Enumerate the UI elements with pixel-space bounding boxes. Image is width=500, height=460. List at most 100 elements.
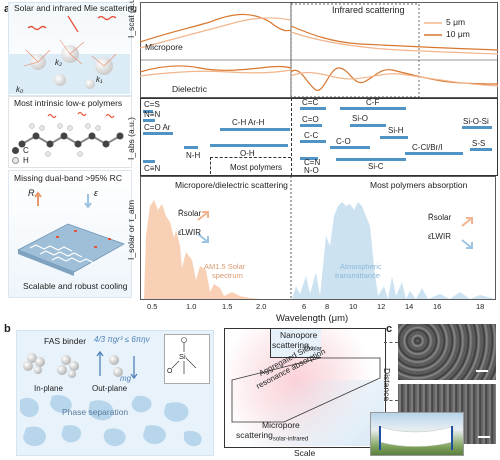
nanopore-box [270, 329, 321, 358]
mie-scattering-title: Solar and infrared Mie scattering [14, 3, 137, 13]
bond-label-cf: C-F [366, 98, 380, 107]
mie-scattering-illustration [8, 15, 130, 94]
spectrum-right-title: Most polymers absorption [370, 180, 468, 190]
bond-band-cf [340, 107, 406, 110]
x-tick: 16 [433, 302, 442, 311]
polymer-title: Most intrinsic low-ε polymers [14, 98, 123, 108]
bond-label-co-ar: C=O Ar [144, 123, 171, 132]
bond-band-cn [143, 160, 155, 163]
x-axis-label: Wavelength (μm) [276, 313, 349, 324]
atm-label-1: Atmospheric [340, 262, 382, 271]
spectrum-plot [140, 176, 496, 300]
scat-ylabel: I_scat (a.u.) [126, 0, 136, 38]
aggregated-wedge [231, 357, 381, 423]
photo-coating-drawing [377, 425, 455, 450]
bond-band-cs [143, 110, 153, 113]
bond-band-cc-double [300, 107, 326, 110]
bond-band-ss [470, 148, 492, 151]
bond-band-ch [220, 128, 290, 131]
legend-5um: 5 μm [446, 17, 466, 27]
x-tick: 2.0 [256, 302, 267, 311]
bond-label-oh: O-H [240, 149, 255, 158]
fas-binder-label: FAS binder [44, 336, 87, 346]
bond-label-ch: C-H Ar-H [232, 118, 265, 127]
carbon-legend-label: C [23, 146, 29, 155]
bond-band-co-double [300, 124, 322, 127]
bond-label-no: N-O [304, 166, 319, 175]
nanopore-label: Nanopore [280, 330, 318, 340]
scale-bar-top [476, 370, 488, 372]
bond-band-ccl [405, 152, 463, 155]
bond-label-cn-double: C=N [304, 158, 321, 167]
scatter-plot [140, 2, 498, 98]
bond-plot-divider [291, 98, 292, 176]
hydrogen-legend-label: H [23, 156, 29, 165]
r-solar-right: R̄solar [428, 213, 452, 222]
most-polymers-label: Most polymers [230, 163, 283, 172]
o-atom-label: O [167, 368, 173, 375]
bond-label-co-double: C=O [302, 115, 319, 124]
scale-bar-bottom [478, 436, 490, 438]
x-tick: 0.5 [147, 302, 158, 311]
scale-xlabel: Scale [294, 448, 316, 458]
carbon-legend-dot [12, 147, 19, 154]
bond-label-sih: Si-H [388, 126, 404, 135]
bond-label-ss: S-S [472, 139, 486, 148]
bond-label-nh: N-H [186, 151, 201, 160]
connector-top [384, 342, 398, 343]
bond-label-sio: Si-O [352, 114, 368, 123]
bond-band-co [330, 146, 370, 149]
bond-band-cn-double [300, 157, 318, 160]
solar-ylabel: I_solar or τ_atm [126, 199, 136, 260]
nanopore-scattering-label: scatteringsolar [272, 340, 322, 353]
legend-10um: 10 μm [446, 29, 470, 39]
bond-band-sih [380, 136, 408, 139]
bond-label-ccl: C-Cl/Br/I [412, 143, 443, 152]
panel-letter-b: b [4, 323, 11, 335]
panel-letter-c: c [386, 323, 393, 335]
sio4-molecule [171, 337, 197, 374]
k2-label: k₂ [55, 58, 63, 67]
particle-illustration [23, 350, 138, 380]
stokes-formula: 4/3 πgr³ ≤ 6πηv [94, 335, 150, 344]
distance-ylabel: Distance [382, 368, 392, 402]
atm-label-2: transmittance [335, 271, 381, 280]
cooling-device-illustration [17, 191, 125, 276]
polymer-chain-illustration [18, 111, 124, 157]
x-tick: 18 [476, 302, 485, 311]
x-tick: 8 [325, 302, 330, 311]
x-tick: 12 [377, 302, 386, 311]
bond-band-nh [184, 146, 198, 149]
bond-label-nn: N≡N [144, 110, 161, 119]
micropore-label: Micropore [145, 42, 183, 52]
bond-band-cc [300, 140, 326, 143]
eps-label: ε [94, 188, 98, 198]
bond-band-sio [350, 124, 386, 127]
micropore-b-label: Micropore [262, 420, 300, 430]
cooling-caption: Scalable and robust cooling [23, 281, 128, 291]
phase-separation-label: Phase separation [62, 407, 129, 417]
mg-label: mg [120, 374, 132, 383]
x-tick: 1.5 [222, 302, 233, 311]
most-polymers-bracket [210, 157, 291, 174]
bond-band-nn [143, 119, 155, 122]
phase-separation-pattern [20, 395, 202, 447]
x-tick: 1.0 [186, 302, 197, 311]
eps-lwir-left: ε̄LWIR [178, 228, 201, 237]
micropore-scattering-label: scatteringsolar-infrared [236, 430, 309, 443]
spectrum-left-title: Micropore/dielectric scattering [175, 180, 288, 190]
bond-plot-frame [140, 98, 498, 176]
r-label: R [28, 188, 35, 198]
bond-band-sic [336, 158, 406, 161]
bond-label-sic: Si-C [368, 162, 384, 171]
r-solar-left: R̄solar [178, 209, 202, 218]
infrared-scattering-label: Infrared scattering [332, 5, 405, 15]
bond-band-co-ar [143, 132, 173, 135]
panel-letter-a: a [4, 3, 10, 15]
out-plane-label: Out-plane [92, 384, 128, 393]
x-tick: 14 [405, 302, 414, 311]
cooling-title: Missing dual-band >95% RC [14, 173, 122, 183]
dielectric-label: Dielectric [172, 84, 207, 94]
x-tick: 10 [349, 302, 358, 311]
bond-band-oh [210, 144, 288, 147]
